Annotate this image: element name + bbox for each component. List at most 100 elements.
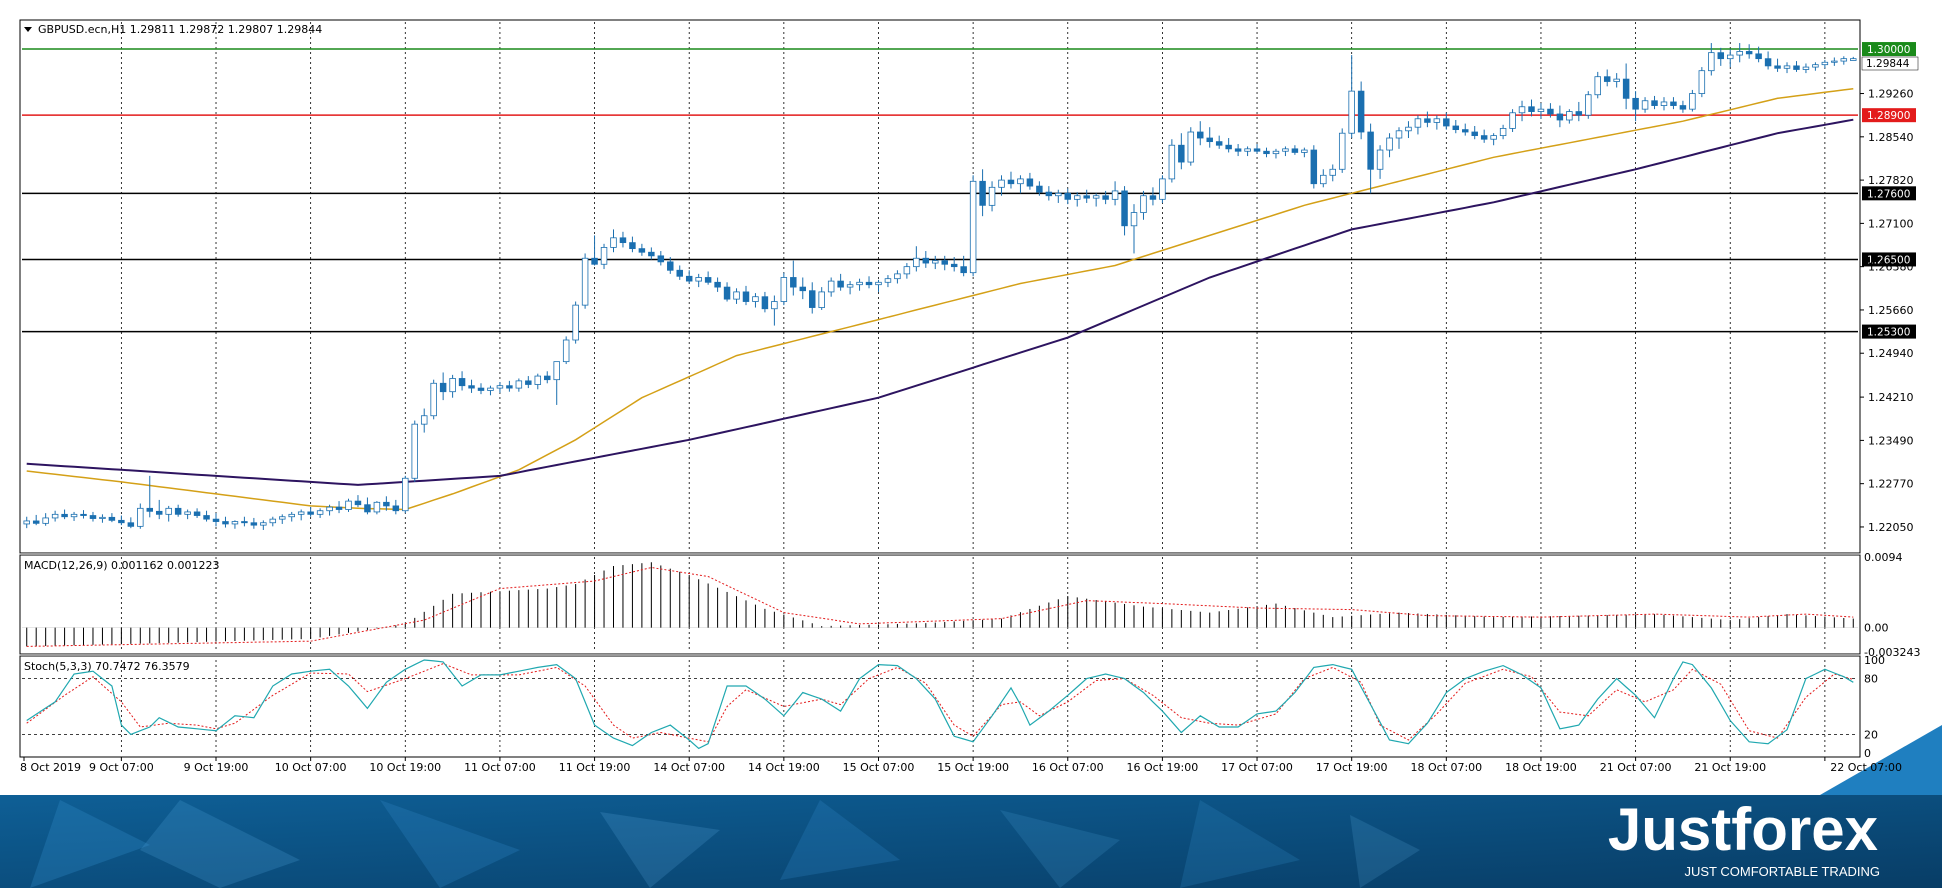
price-level-label: 1.30000: [1867, 44, 1910, 56]
candle-body: [988, 186, 996, 206]
candle-body: [1197, 131, 1204, 139]
price-pane-frame: [19, 19, 1861, 554]
candle-body: [1017, 178, 1024, 185]
candle-body: [1660, 101, 1668, 106]
candle-body: [1622, 78, 1630, 99]
stoch-pane-frame: [19, 655, 1861, 758]
price-tick-label: 1.26380: [1868, 261, 1914, 274]
candle-body: [761, 296, 769, 310]
candle-body: [1698, 70, 1706, 94]
candle-body: [222, 521, 229, 525]
candle-body: [212, 518, 220, 522]
candle-body: [619, 237, 627, 244]
price-level-tag: [1862, 186, 1916, 201]
candle-body: [1509, 112, 1516, 129]
candle-body: [1726, 54, 1734, 60]
candle-body: [383, 501, 390, 507]
candle-body: [969, 180, 977, 274]
candle-body: [420, 415, 428, 425]
candle-body: [1036, 185, 1043, 193]
candle-body: [799, 286, 807, 292]
symbol-dropdown-icon[interactable]: [24, 27, 32, 32]
candle-body: [458, 378, 466, 387]
time-tick-label: 10 Oct 07:00: [275, 761, 347, 774]
candle-body: [808, 290, 816, 308]
candle-body: [1821, 61, 1829, 66]
price-tick-label: 1.27820: [1868, 174, 1914, 187]
candle-body: [903, 266, 911, 275]
candle-body: [1338, 132, 1346, 170]
candle-body: [1055, 192, 1062, 197]
candle-body: [1433, 118, 1441, 123]
candle-body: [1443, 118, 1450, 127]
price-level-label: 1.26500: [1867, 254, 1910, 266]
candle-body: [1490, 135, 1497, 140]
candle-body: [127, 522, 135, 527]
candle-body: [884, 278, 892, 283]
candle-body: [780, 277, 788, 302]
price-level-tag: [1862, 324, 1916, 339]
candle-body: [1272, 150, 1280, 155]
stoch-label: Stoch(5,3,3) 70.7472 76.3579: [24, 660, 190, 673]
candle-body: [1064, 192, 1072, 200]
candle-body: [572, 304, 579, 341]
candle-body: [70, 513, 78, 518]
candle-body: [326, 506, 333, 512]
candle-body: [99, 516, 106, 519]
candle-body: [1840, 58, 1848, 62]
candle-body: [818, 291, 825, 308]
candle-body: [137, 507, 144, 527]
candle-body: [1149, 195, 1157, 200]
stoch-tick-label: 80: [1864, 673, 1878, 686]
candle-body: [174, 507, 182, 515]
price-level-label: 1.27600: [1867, 188, 1910, 200]
candle-body: [591, 257, 598, 265]
time-tick-label: 15 Oct 19:00: [937, 761, 1009, 774]
candle-body: [1130, 212, 1138, 227]
candle-body: [1831, 60, 1838, 63]
candle-body: [742, 291, 750, 302]
candle-body: [600, 247, 608, 265]
candle-body: [1528, 106, 1535, 112]
candle-body: [1007, 179, 1015, 185]
candle-body: [1348, 90, 1355, 134]
candle-body: [1121, 190, 1128, 227]
price-level-tag: [1862, 42, 1916, 57]
candle-body: [241, 521, 248, 524]
candle-body: [1282, 148, 1289, 152]
candle-body: [657, 255, 665, 263]
candle-body: [1263, 150, 1270, 155]
symbol-header: GBPUSD.ecn,H1 1.29811 1.29872 1.29807 1.…: [38, 23, 322, 36]
candle-body: [638, 248, 646, 253]
candle-body: [1755, 53, 1762, 60]
candle-body: [837, 280, 844, 288]
candle-body: [1594, 76, 1601, 96]
candle-body: [1556, 113, 1564, 121]
candle-body: [23, 520, 30, 525]
candle-body: [269, 518, 277, 524]
candle-body: [354, 500, 362, 506]
time-tick-label: 14 Oct 19:00: [748, 761, 820, 774]
candle-body: [1566, 111, 1573, 121]
candle-body: [1613, 78, 1620, 82]
candle-body: [562, 339, 570, 363]
candle-body: [1452, 125, 1460, 131]
candle-body: [496, 385, 504, 389]
price-tick-label: 1.28540: [1868, 131, 1914, 144]
candle-body: [932, 260, 939, 264]
candle-body: [335, 506, 343, 510]
candle-body: [146, 507, 154, 512]
candle-body: [279, 516, 286, 520]
price-tick-label: 1.24940: [1868, 347, 1914, 360]
candle-body: [1717, 52, 1725, 60]
stoch-d-line: [26, 663, 1854, 743]
candle-body: [771, 301, 778, 310]
candle-body: [1178, 144, 1185, 163]
stoch-k-line: [26, 659, 1854, 750]
candle-body: [1774, 65, 1781, 69]
candle-body: [165, 507, 172, 515]
time-tick-label: 18 Oct 07:00: [1410, 761, 1482, 774]
candle-body: [714, 281, 721, 288]
